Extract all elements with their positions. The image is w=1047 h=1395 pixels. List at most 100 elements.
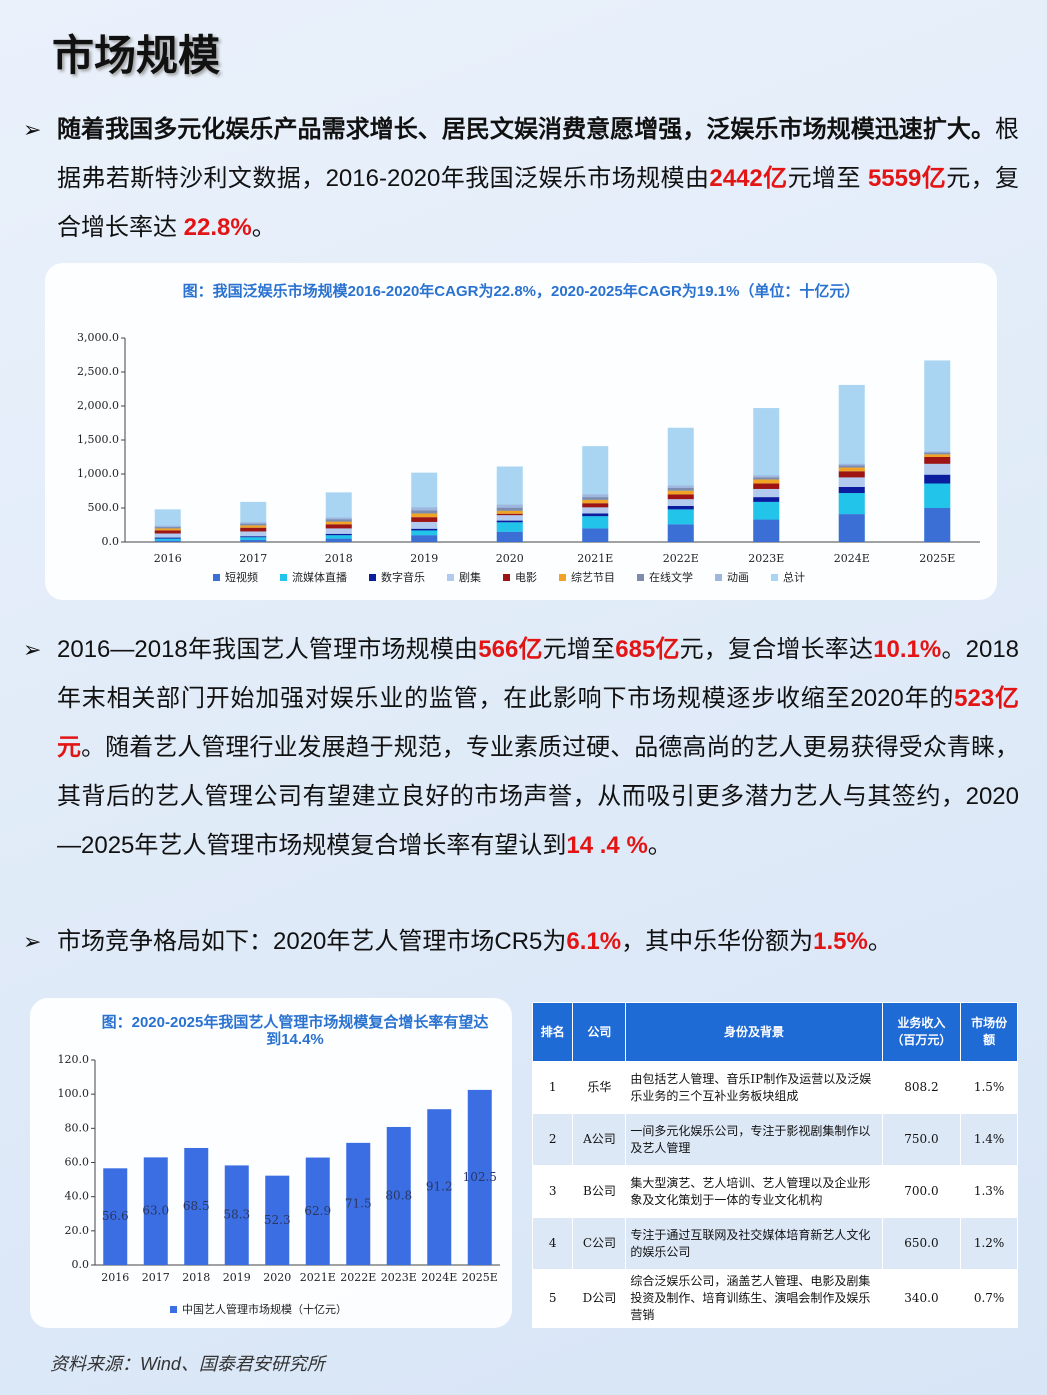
bar-segment xyxy=(154,538,181,541)
bar-segment xyxy=(753,475,780,478)
text-run: 10.1% xyxy=(873,636,942,663)
text-run: 5559亿 xyxy=(867,165,947,192)
text-run: 566亿 xyxy=(478,636,543,663)
bar-segment xyxy=(753,483,780,489)
x-tick-label: 2018 xyxy=(182,1271,210,1284)
bar-segment xyxy=(838,486,865,494)
x-tick-label: 2016 xyxy=(154,552,182,565)
bar-segment xyxy=(667,524,694,542)
bar-segment xyxy=(496,531,523,542)
table-cell: B公司 xyxy=(572,1165,627,1218)
bar-segment xyxy=(325,535,352,539)
chart-box: 图：2020-2025年我国艺人管理市场规模复合增长率有望达到14.4% 0.0… xyxy=(30,998,512,1328)
table-row: 3 B公司 集大型演艺、艺人培训、艺人管理以及企业形象及文化策划于一体的专业文化机构… xyxy=(531,1165,1018,1218)
text-run: 。 xyxy=(647,832,672,859)
bar-segment xyxy=(582,499,609,504)
table-cell: 650.0 xyxy=(881,1217,962,1270)
table-cell: 4 xyxy=(531,1217,574,1270)
bar-segment xyxy=(496,507,523,511)
page-title: 市场规模 xyxy=(52,34,221,80)
bar xyxy=(346,1142,371,1265)
bar-segment xyxy=(753,477,780,480)
table-cell: 1 xyxy=(531,1061,574,1114)
bar-segment xyxy=(411,528,438,531)
table-row: 4 C公司 专注于通过互联网及社交媒体培育新艺人文化的娱乐公司 650.0 1.2% xyxy=(531,1217,1018,1270)
chart-title: 图：我国泛娱乐市场规模2016-2020年CAGR为22.8%，2020-202… xyxy=(182,283,860,300)
bar-segment xyxy=(667,485,694,488)
data-label: 71.5 xyxy=(345,1196,372,1210)
text-run: 元，复合增长率达 xyxy=(679,636,874,663)
bar-segment xyxy=(582,528,609,542)
y-tick-label: 80.0 xyxy=(65,1121,90,1134)
data-label: 63.0 xyxy=(142,1204,169,1218)
x-tick-label: 2019 xyxy=(223,1271,251,1284)
bar-segment xyxy=(582,513,609,517)
legend-label: 动画 xyxy=(727,571,749,584)
x-tick-label: 2020 xyxy=(496,552,524,565)
bar xyxy=(103,1168,128,1265)
bar-segment xyxy=(924,483,951,508)
text-run: 。随着艺人管理行业发展趋于规范，专业素质过硬、品德高尚的艺人更易获得受众青睐，其… xyxy=(57,734,1020,859)
bar-segment xyxy=(582,494,609,498)
bar-segment xyxy=(924,463,951,475)
y-tick-label: 2,000.0 xyxy=(77,399,119,412)
x-tick-label: 2023E xyxy=(748,552,784,565)
bar-segment xyxy=(325,521,352,525)
bar-segment xyxy=(753,497,780,502)
x-tick-label: 2018 xyxy=(325,552,353,565)
bar xyxy=(427,1109,452,1265)
table-cell: 750.0 xyxy=(881,1113,962,1166)
y-tick-label: 2,500.0 xyxy=(77,365,119,378)
table-cell: 340.0 xyxy=(881,1269,962,1328)
legend-label: 总计 xyxy=(783,570,805,584)
bar-segment xyxy=(411,510,438,514)
bar-segment xyxy=(240,539,267,542)
table: 排名 公司 身份及背景 业务收入（百万元） 市场份额 1 乐华 由包括艺人管理、音乐IP制作及… xyxy=(531,1002,1018,1328)
x-tick-label: 2023E xyxy=(381,1271,417,1284)
table-cell: 5 xyxy=(531,1269,574,1328)
text-run: 市场竞争格局如下：2020年艺人管理市场CR5为 xyxy=(57,928,567,955)
bar-segment xyxy=(667,505,694,510)
x-tick-label: 2017 xyxy=(142,1271,170,1284)
legend-swatch xyxy=(637,574,644,581)
bar-segment xyxy=(667,487,694,491)
text-run: 。 xyxy=(867,928,892,955)
x-tick-label: 2016 xyxy=(101,1271,129,1284)
bar-segment xyxy=(582,503,609,508)
x-tick-label: 2021E xyxy=(300,1271,336,1284)
bar-segment xyxy=(325,538,352,542)
bar-segment xyxy=(496,520,523,523)
table-cell: 0.7% xyxy=(960,1269,1018,1328)
text-run: 元增至 xyxy=(787,165,868,192)
bar xyxy=(467,1089,492,1265)
y-tick-label: 20.0 xyxy=(65,1224,90,1237)
data-label: 80.8 xyxy=(385,1188,412,1202)
header-row: 排名 公司 身份及背景 业务收入（百万元） 市场份额 xyxy=(531,1002,1018,1062)
bar-segment xyxy=(325,533,352,536)
text-run: 523亿元 xyxy=(57,685,1020,761)
y-tick-label: 3,000.0 xyxy=(77,331,119,344)
bar xyxy=(224,1165,249,1265)
text-run: 元，复合增长率达 xyxy=(57,165,1020,241)
table-cell: 3 xyxy=(531,1165,574,1218)
bar-segment xyxy=(325,524,352,529)
table-cell: 2 xyxy=(531,1113,574,1166)
legend-label: 短视频 xyxy=(225,570,258,584)
table-cell: 乐华 xyxy=(572,1061,627,1114)
data-label: 62.9 xyxy=(304,1204,331,1218)
text-run: 2442亿 xyxy=(709,165,788,192)
x-tick-label: 2024E xyxy=(421,1271,457,1284)
y-tick-label: 1,500.0 xyxy=(77,433,119,446)
data-label: 58.3 xyxy=(223,1208,250,1222)
bar-segment xyxy=(240,523,267,526)
bar-segment xyxy=(411,513,438,518)
legend-label: 流媒体直播 xyxy=(292,570,347,584)
table-cell: 1.5% xyxy=(960,1061,1018,1114)
bar xyxy=(305,1157,330,1265)
x-tick-label: 2025E xyxy=(462,1271,498,1284)
legend-label: 在线文学 xyxy=(649,570,693,584)
bar-segment xyxy=(753,488,780,498)
bar xyxy=(386,1126,411,1265)
bar-segment xyxy=(838,463,865,466)
